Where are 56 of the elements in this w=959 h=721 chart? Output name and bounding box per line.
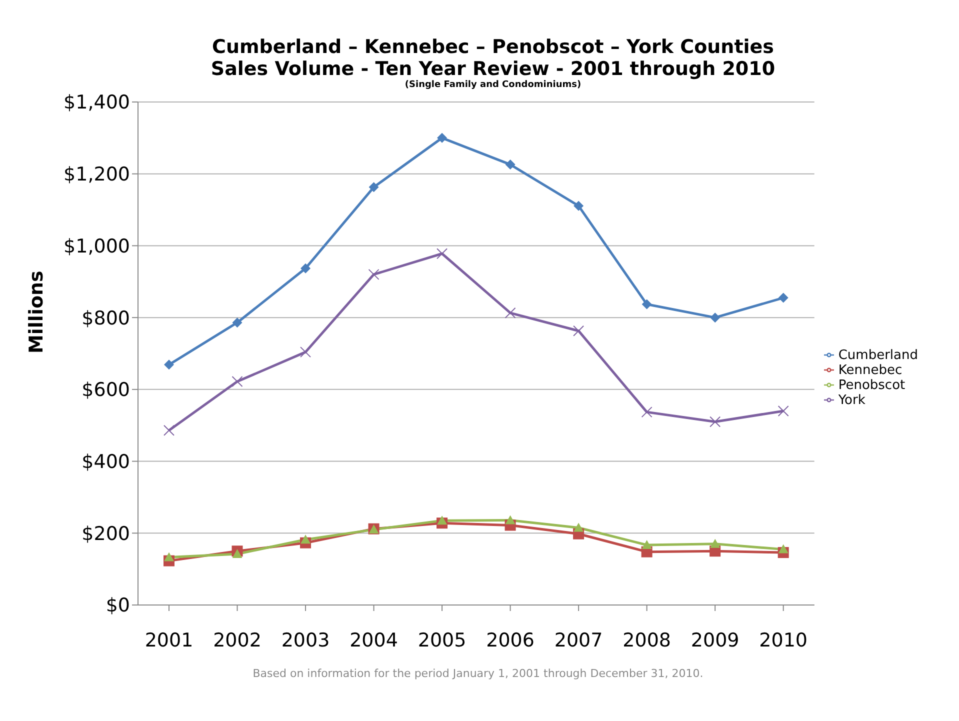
x-tick-label: 2001 <box>144 629 194 652</box>
point <box>300 534 311 544</box>
point <box>368 268 380 280</box>
y-tick-label: $600 <box>82 379 130 402</box>
point <box>574 200 584 211</box>
point <box>504 307 516 318</box>
point <box>368 182 379 192</box>
legend-label: Cumberland <box>838 348 918 362</box>
y-tick-label: $1,000 <box>64 235 130 258</box>
x-tick-label: 2003 <box>281 629 330 652</box>
point <box>641 406 652 418</box>
y-tick-label: $400 <box>82 451 130 474</box>
point <box>232 376 243 388</box>
y-tick-label: $1,200 <box>64 164 130 186</box>
point <box>437 132 448 143</box>
point <box>642 540 652 549</box>
point <box>164 552 174 562</box>
y-tick-label: $1,400 <box>64 92 130 114</box>
point <box>436 248 448 260</box>
text: (Single Family and Condominiums) <box>404 80 582 90</box>
x-tick-label: 2002 <box>213 629 262 652</box>
point <box>778 405 789 416</box>
point <box>710 416 721 428</box>
x-tick-label: 2007 <box>554 629 603 652</box>
point <box>574 522 584 532</box>
chart-title: Cumberland – Kennebec – Penobscot – York Counties <box>211 36 775 58</box>
x-tick-label: 2005 <box>418 629 466 652</box>
point <box>710 312 720 323</box>
legend-label: Kennebec <box>838 362 902 378</box>
point <box>232 548 242 558</box>
legend-label: Penobscot <box>838 378 906 392</box>
x-tick-label: 2006 <box>486 629 534 652</box>
y-axis-title: Millions <box>26 270 48 354</box>
x-tick-label: 2009 <box>690 629 740 652</box>
text: Based on information for the period January 1, 2001 through December 31, 2010. <box>252 667 704 680</box>
y-tick-label: $0 <box>106 594 130 617</box>
point <box>164 360 174 370</box>
point <box>300 346 312 358</box>
y-tick-label: $200 <box>82 522 130 545</box>
x-tick-label: 2010 <box>759 629 808 652</box>
point <box>573 325 584 336</box>
point <box>710 538 720 548</box>
x-tick-label: 2008 <box>622 629 672 652</box>
chart-subtitle: Sales Volume - Ten Year Review - 2001 through 2010 <box>210 58 776 80</box>
point <box>232 318 242 328</box>
legend-label: York <box>838 392 866 408</box>
x-tick-label: 2004 <box>350 629 398 652</box>
point <box>778 544 788 554</box>
point <box>642 299 652 310</box>
point <box>164 424 174 436</box>
point <box>437 516 448 525</box>
point <box>300 263 311 274</box>
point <box>778 292 788 303</box>
y-tick-label: $800 <box>82 307 130 330</box>
point <box>505 515 516 524</box>
point <box>505 160 516 170</box>
